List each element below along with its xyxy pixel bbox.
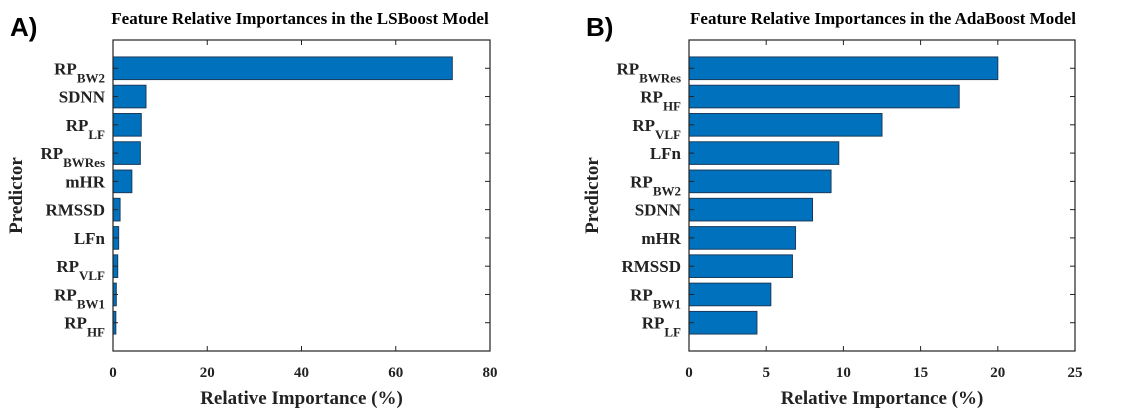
y-tick-label: RPBW1 — [630, 285, 681, 311]
y-tick-label: SDNN — [635, 201, 682, 220]
y-tick-label: RPBW2 — [630, 172, 681, 198]
category-subscript: VLF — [655, 127, 681, 142]
category-subscript: BW1 — [653, 296, 681, 311]
x-axis-label: Relative Importance (%) — [781, 388, 984, 409]
panel-label: A) — [10, 12, 37, 42]
y-tick-label: RPBWRes — [616, 59, 681, 85]
category-text: RP — [632, 116, 655, 135]
category-text: RMSSD — [621, 257, 681, 276]
category-subscript: LF — [664, 325, 681, 340]
bar — [688, 169, 832, 194]
category-text: RP — [54, 59, 77, 78]
chart-title: Feature Relative Importances in the LSBo… — [111, 9, 489, 28]
category-text: RP — [630, 172, 653, 191]
y-tick-label: RMSSD — [45, 201, 105, 220]
y-tick-label: LFn — [74, 229, 106, 248]
y-tick-label: RMSSD — [621, 257, 681, 276]
x-tick-label: 0 — [685, 365, 693, 381]
y-tick-label: RPBWRes — [40, 144, 105, 170]
y-tick-label: RPHF — [640, 88, 681, 114]
y-tick-label: LFn — [650, 144, 682, 163]
category-text: RP — [640, 88, 663, 107]
x-tick-label: 15 — [913, 365, 928, 381]
bar — [112, 56, 453, 81]
category-text: SDNN — [635, 201, 682, 220]
category-text: RP — [56, 257, 79, 276]
y-tick-label: RPLF — [66, 116, 105, 142]
x-tick-label: 20 — [200, 365, 215, 381]
bar — [688, 56, 999, 81]
y-axis-label: Predictor — [582, 157, 603, 234]
category-subscript: HF — [87, 325, 105, 340]
y-tick-label: RPBW2 — [54, 59, 105, 85]
x-tick-label: 10 — [836, 365, 851, 381]
bar — [688, 254, 793, 278]
axes-box — [112, 39, 491, 352]
category-text: RP — [64, 314, 87, 333]
x-tick-label: 0 — [109, 365, 117, 381]
category-text: RP — [40, 144, 63, 163]
axes-box — [688, 39, 1076, 352]
category-text: LFn — [74, 229, 106, 248]
category-subscript: BW1 — [77, 296, 105, 311]
category-text: RP — [642, 314, 665, 333]
category-subscript: BWRes — [639, 70, 681, 85]
bar — [688, 113, 883, 137]
chart-panel: A) Feature Relative Importances in the LS… — [6, 9, 498, 409]
category-text: LFn — [650, 144, 682, 163]
bar — [688, 197, 814, 222]
x-tick-label: 5 — [762, 365, 770, 381]
chart-title: Feature Relative Importances in the AdaB… — [690, 9, 1076, 28]
bar — [688, 282, 772, 307]
bar — [688, 141, 840, 165]
category-subscript: BW2 — [653, 183, 681, 198]
y-tick-label: RPVLF — [632, 116, 681, 142]
y-axis-label: Predictor — [6, 157, 27, 234]
panel-label: B) — [586, 12, 613, 42]
y-tick-label: RPLF — [642, 314, 681, 340]
category-text: mHR — [641, 229, 681, 248]
category-text: RP — [616, 59, 639, 78]
category-subscript: BWRes — [63, 155, 105, 170]
bar — [688, 310, 758, 335]
x-axis-label: Relative Importance (%) — [200, 388, 403, 409]
category-subscript: LF — [88, 127, 105, 142]
category-text: SDNN — [59, 88, 106, 107]
x-tick-label: 80 — [483, 365, 498, 381]
bar — [688, 226, 797, 250]
category-text: mHR — [65, 172, 105, 191]
category-text: RP — [630, 285, 653, 304]
category-subscript: VLF — [79, 268, 105, 283]
x-tick-label: 40 — [294, 365, 309, 381]
y-tick-label: mHR — [641, 229, 681, 248]
category-text: RMSSD — [45, 201, 105, 220]
x-tick-label: 20 — [990, 365, 1005, 381]
chart-panel: B) Feature Relative Importances in the Ad… — [582, 9, 1083, 409]
y-tick-label: RPVLF — [56, 257, 105, 283]
y-tick-label: mHR — [65, 172, 105, 191]
y-tick-label: RPBW1 — [54, 285, 105, 311]
bar — [688, 84, 960, 109]
y-tick-label: SDNN — [59, 88, 106, 107]
x-tick-label: 60 — [388, 365, 403, 381]
category-subscript: BW2 — [77, 70, 105, 85]
category-text: RP — [54, 285, 77, 304]
x-tick-label: 25 — [1068, 365, 1083, 381]
category-text: RP — [66, 116, 89, 135]
y-tick-label: RPHF — [64, 314, 105, 340]
category-subscript: HF — [663, 99, 681, 114]
